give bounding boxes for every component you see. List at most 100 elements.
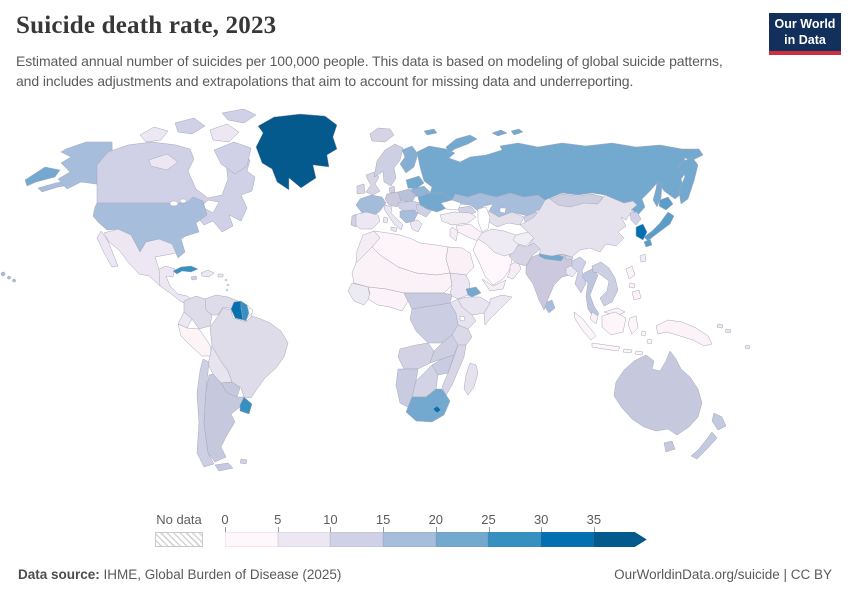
- country-lesotho[interactable]: [432, 405, 442, 414]
- legend-bin[interactable]: [225, 532, 278, 547]
- country-finland[interactable]: [399, 145, 419, 174]
- region-levant[interactable]: [449, 226, 459, 242]
- region-franz-josef[interactable]: [510, 128, 524, 136]
- country-france[interactable]: [355, 194, 387, 218]
- country-sri-lanka[interactable]: [544, 299, 556, 314]
- region-novaya-zemlya[interactable]: [445, 134, 478, 154]
- country-canada-arctic-island[interactable]: [209, 123, 240, 143]
- country-argentina[interactable]: [203, 373, 245, 463]
- region-moluccas[interactable]: [640, 330, 653, 345]
- country-philippines-mindanao[interactable]: [631, 289, 642, 301]
- region-sumatra[interactable]: [573, 311, 597, 341]
- country-guyana[interactable]: [230, 300, 244, 321]
- country-japan-hokkaido[interactable]: [658, 196, 674, 211]
- legend-no-data-swatch[interactable]: [155, 532, 203, 547]
- country-philippines-visayas[interactable]: [628, 282, 636, 289]
- country-fiji[interactable]: [744, 344, 751, 350]
- region-sulawesi[interactable]: [627, 315, 639, 335]
- region-kamchatka[interactable]: [677, 156, 699, 205]
- country-south-africa[interactable]: [405, 388, 451, 423]
- page-title: Suicide death rate, 2023: [16, 12, 277, 39]
- region-tierra-del-fuego[interactable]: [214, 462, 234, 472]
- country-canada-ellesmere[interactable]: [221, 108, 257, 124]
- legend-tick-mark: [541, 527, 543, 532]
- country-new-zealand-south[interactable]: [690, 431, 718, 460]
- country-new-zealand-north[interactable]: [711, 412, 727, 431]
- country-uruguay[interactable]: [239, 396, 253, 415]
- country-jamaica[interactable]: [190, 275, 198, 281]
- country-myanmar[interactable]: [571, 256, 587, 294]
- country-ireland[interactable]: [356, 183, 366, 195]
- lake-victoria: [459, 315, 466, 322]
- country-japan-honshu[interactable]: [643, 211, 675, 242]
- legend-bin[interactable]: [383, 532, 436, 547]
- region-baltic-states[interactable]: [405, 175, 425, 190]
- region-laos-vietnam-cambodia[interactable]: [591, 261, 619, 307]
- country-mozambique[interactable]: [441, 344, 467, 396]
- country-japan-kyushu[interactable]: [643, 238, 653, 248]
- country-thailand[interactable]: [581, 268, 600, 319]
- region-java[interactable]: [591, 342, 621, 352]
- legend-bin[interactable]: [330, 532, 384, 547]
- legend-bin[interactable]: [541, 532, 594, 547]
- country-madagascar[interactable]: [463, 362, 479, 396]
- region-lesser-antilles[interactable]: [224, 278, 230, 292]
- country-angola[interactable]: [397, 342, 435, 370]
- region-tasmania[interactable]: [663, 440, 676, 453]
- country-denmark[interactable]: [388, 185, 396, 194]
- country-greenland[interactable]: [255, 113, 338, 191]
- owid-logo[interactable]: Our World in Data: [769, 13, 841, 55]
- region-new-guinea[interactable]: [655, 319, 713, 347]
- country-peru[interactable]: [177, 323, 213, 357]
- country-puerto-rico[interactable]: [217, 273, 224, 278]
- country-somalia[interactable]: [483, 294, 513, 326]
- country-uk[interactable]: [365, 171, 381, 196]
- region-malay-peninsula[interactable]: [589, 311, 599, 325]
- region-lesser-sunda[interactable]: [622, 348, 644, 356]
- legend-bin[interactable]: [277, 532, 331, 547]
- region-svalbard[interactable]: [423, 128, 438, 136]
- country-venezuela[interactable]: [204, 294, 239, 316]
- country-falklands[interactable]: [239, 458, 248, 465]
- legend-bin[interactable]: [594, 532, 647, 547]
- region-borneo[interactable]: [601, 311, 627, 336]
- country-north-korea[interactable]: [629, 211, 642, 226]
- country-portugal[interactable]: [350, 214, 357, 228]
- country-turkey[interactable]: [439, 211, 477, 226]
- legend-bin[interactable]: [488, 532, 542, 547]
- region-sicily[interactable]: [390, 226, 398, 233]
- country-canada-arctic-island[interactable]: [139, 126, 169, 143]
- legend-tick-label: 30: [533, 512, 549, 527]
- region-nigeria-ghana[interactable]: [367, 286, 409, 312]
- country-eritrea[interactable]: [465, 286, 482, 298]
- country-iceland[interactable]: [369, 127, 395, 143]
- country-germany[interactable]: [384, 191, 402, 208]
- legend-color-bar: [225, 532, 647, 547]
- country-canada-baffin[interactable]: [213, 141, 252, 175]
- country-zimbabwe[interactable]: [431, 354, 455, 376]
- country-chile[interactable]: [196, 358, 215, 468]
- legend-bin[interactable]: [435, 532, 489, 547]
- country-usa-hawaii[interactable]: [0, 271, 16, 283]
- license-link[interactable]: OurWorldinData.org/suicide | CC BY: [614, 567, 832, 582]
- country-cuba[interactable]: [172, 265, 199, 275]
- region-uganda-kenya[interactable]: [449, 298, 477, 330]
- region-sardinia[interactable]: [382, 216, 389, 224]
- country-canada-arctic-island[interactable]: [174, 117, 206, 135]
- country-russia-chukotka[interactable]: [24, 166, 61, 187]
- country-greece[interactable]: [409, 219, 423, 233]
- country-egypt[interactable]: [445, 246, 475, 276]
- country-hispaniola[interactable]: [200, 269, 215, 278]
- country-mexico-baja[interactable]: [96, 230, 119, 268]
- country-italy[interactable]: [383, 204, 404, 231]
- country-canada-victoria[interactable]: [148, 153, 179, 171]
- country-solomon-islands[interactable]: [716, 323, 732, 334]
- country-mongolia[interactable]: [549, 193, 604, 208]
- region-norway-sweden[interactable]: [373, 143, 404, 187]
- country-australia[interactable]: [613, 350, 703, 436]
- country-sudan[interactable]: [449, 272, 471, 300]
- country-yemen[interactable]: [481, 278, 507, 292]
- country-philippines-luzon[interactable]: [625, 265, 636, 280]
- region-franz-josef[interactable]: [491, 129, 508, 137]
- country-taiwan[interactable]: [639, 253, 647, 263]
